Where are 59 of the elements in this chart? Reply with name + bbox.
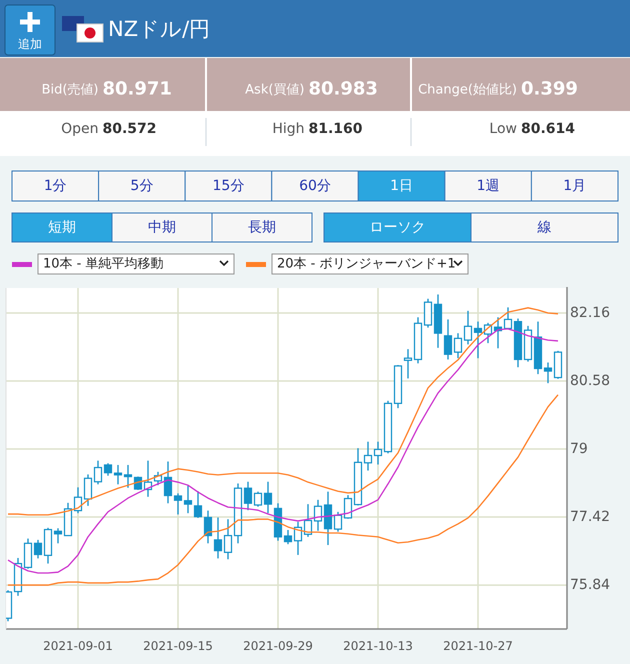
y-tick-label: 82.16 [570,304,610,321]
y-tick-label: 77.42 [570,509,610,526]
text: 追加 [18,37,42,51]
candlestick [404,348,412,380]
x-tick-label: 2021-09-15 [143,639,213,653]
legend-label: 20本 - ボリンジャーバンド+1 [277,256,456,272]
candlestick [104,462,112,476]
text: 80.572 [102,121,157,137]
candlestick [254,491,262,508]
candlestick [454,332,462,359]
x-tick-label: 2021-10-13 [343,639,413,653]
text: High [272,121,304,137]
candlestick [314,499,322,532]
candlestick [84,474,92,507]
text: Low [489,121,517,137]
y-tick-label: 80.58 [570,373,610,389]
candlestick [194,490,202,519]
text: Bid(売値) [42,82,98,98]
candlestick [544,362,552,384]
candlestick [164,460,172,504]
candlestick [244,481,252,511]
legend-label: 10本 - 単純平均移動 [43,256,164,272]
text: 81.160 [308,121,363,137]
x-tick-label: 2021-09-01 [43,639,113,653]
text: 80.971 [102,78,172,100]
candlestick [284,529,292,545]
candlestick [444,318,452,360]
text: 80.983 [308,78,378,100]
candlestick [504,306,512,330]
candlestick [184,484,192,514]
y-tick-label: 75.84 [570,577,610,594]
chart-title: NZドル/円 [108,17,210,41]
candlestick [344,494,352,520]
candlestick [54,528,62,544]
candlestick [264,481,272,514]
text: 80.614 [521,121,576,137]
x-tick-label: 2021-09-29 [243,639,313,653]
candlestick [34,539,42,560]
candlestick [474,320,482,359]
candlestick [174,492,182,516]
line-series [7,394,559,586]
x-tick-label: 2021-10-27 [443,639,513,653]
text: Change(始値比) [418,82,517,98]
candlestick [424,298,432,328]
candlestick [114,464,122,485]
line-series [7,307,559,516]
text: Ask(買値) [245,82,304,98]
candlestick [214,516,222,560]
candlestick [224,518,232,560]
candlestick [94,460,102,485]
candlestick [374,441,382,466]
text: 0.399 [521,78,578,100]
y-tick-label: 79 [570,441,588,458]
text: Open [61,121,98,137]
candlestick [464,310,472,346]
candlestick [324,491,332,546]
candlestick [364,441,372,472]
candlestick [204,510,212,544]
candlestick [334,511,342,532]
